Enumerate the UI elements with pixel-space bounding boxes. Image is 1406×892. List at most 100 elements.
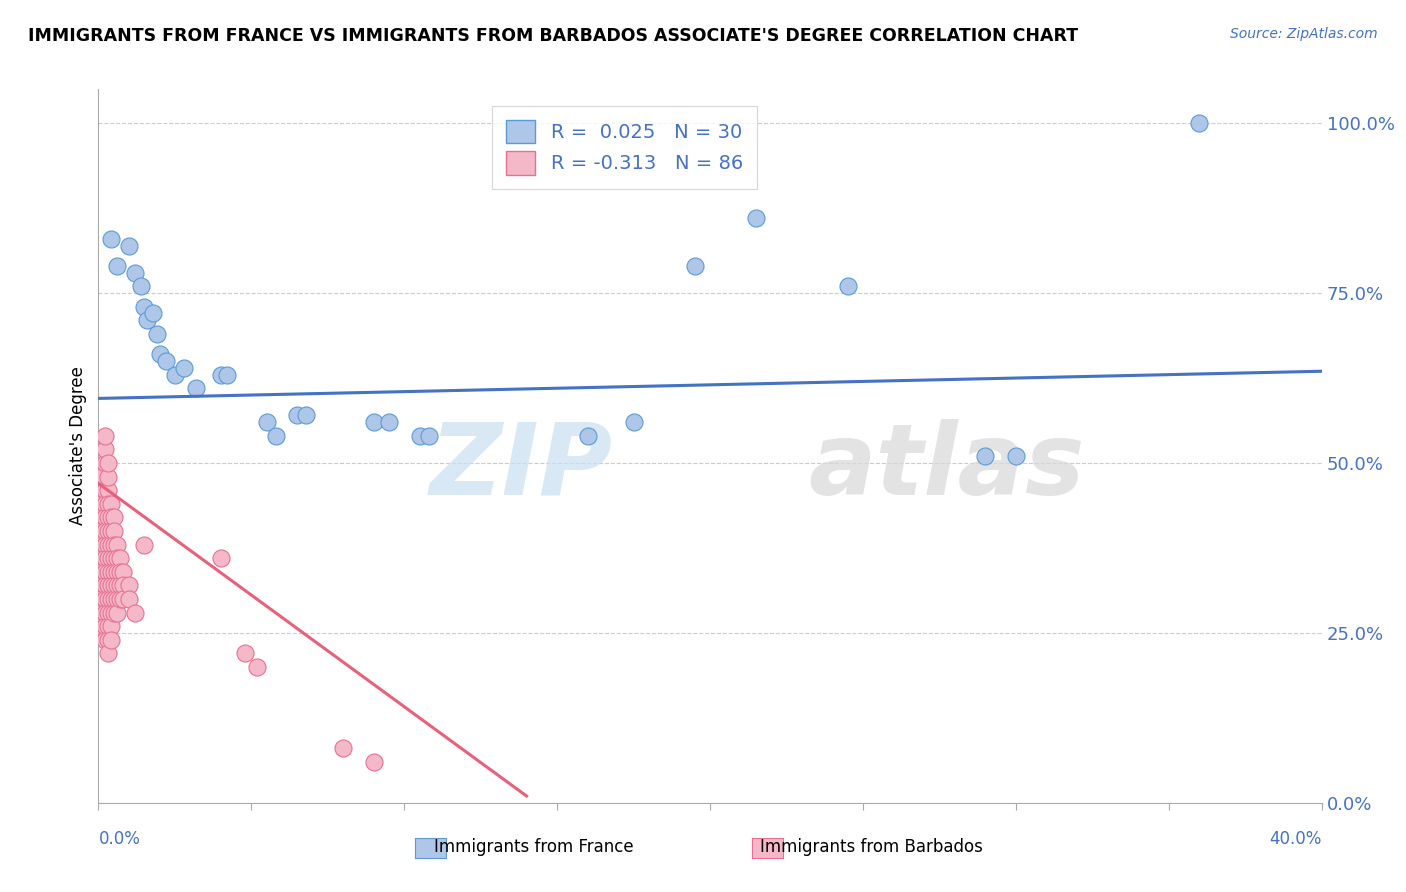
Point [105, 578, 128, 592]
Point [136, 313, 159, 327]
Point [100, 524, 122, 538]
Point [363, 755, 385, 769]
Point [285, 409, 308, 423]
Text: IMMIGRANTS FROM FRANCE VS IMMIGRANTS FROM BARBADOS ASSOCIATE'S DEGREE CORRELATIO: IMMIGRANTS FROM FRANCE VS IMMIGRANTS FRO… [28, 27, 1078, 45]
Point [93, 483, 115, 498]
Point [246, 660, 269, 674]
Point [97, 646, 120, 660]
Point [93, 510, 115, 524]
Point [974, 449, 997, 463]
Point [103, 578, 125, 592]
Point [97, 551, 120, 566]
Point [209, 551, 232, 566]
Point [93, 632, 115, 647]
Point [103, 591, 125, 606]
Text: ZIP: ZIP [429, 419, 612, 516]
Point [163, 368, 186, 382]
Point [100, 619, 122, 633]
Point [149, 347, 172, 361]
Point [97, 565, 120, 579]
Point [97, 578, 120, 592]
Point [90, 537, 112, 551]
Point [111, 578, 134, 592]
Point [142, 306, 165, 320]
Point [118, 591, 141, 606]
Point [418, 429, 440, 443]
Point [623, 415, 645, 429]
Point [118, 578, 141, 592]
Point [93, 591, 115, 606]
Point [100, 565, 122, 579]
Point [97, 456, 120, 470]
Point [124, 606, 146, 620]
Point [105, 565, 128, 579]
Point [103, 606, 125, 620]
Point [100, 510, 122, 524]
Point [105, 591, 128, 606]
Point [97, 537, 120, 551]
Point [576, 429, 599, 443]
Point [93, 456, 115, 470]
Point [93, 537, 115, 551]
Point [97, 469, 120, 483]
Point [90, 578, 112, 592]
Point [90, 619, 112, 633]
Point [105, 259, 128, 273]
Text: Source: ZipAtlas.com: Source: ZipAtlas.com [1230, 27, 1378, 41]
Point [90, 524, 112, 538]
Point [103, 565, 125, 579]
Text: 0.0%: 0.0% [98, 830, 141, 847]
Point [97, 619, 120, 633]
Point [97, 510, 120, 524]
Point [93, 606, 115, 620]
Point [103, 524, 125, 538]
Point [408, 429, 430, 443]
Point [683, 259, 706, 273]
Point [97, 497, 120, 511]
Point [103, 551, 125, 566]
Point [103, 537, 125, 551]
Point [93, 619, 115, 633]
Point [124, 266, 146, 280]
Point [93, 551, 115, 566]
Point [186, 381, 208, 395]
Point [745, 211, 768, 226]
Point [93, 429, 115, 443]
Point [90, 497, 112, 511]
Point [90, 483, 112, 498]
Text: Immigrants from Barbados: Immigrants from Barbados [761, 838, 983, 856]
Point [97, 483, 120, 498]
Point [233, 646, 256, 660]
Point [93, 497, 115, 511]
Point [105, 551, 128, 566]
Point [108, 565, 131, 579]
Text: Immigrants from France: Immigrants from France [434, 838, 634, 856]
Point [134, 300, 156, 314]
Point [97, 591, 120, 606]
Point [100, 591, 122, 606]
Point [256, 415, 278, 429]
Point [97, 524, 120, 538]
Text: atlas: atlas [808, 419, 1084, 516]
Point [93, 578, 115, 592]
Point [215, 368, 238, 382]
Point [332, 741, 354, 756]
Point [90, 551, 112, 566]
Point [1188, 116, 1211, 130]
Point [118, 238, 141, 252]
Point [93, 524, 115, 538]
Text: 40.0%: 40.0% [1270, 830, 1322, 847]
Point [90, 606, 112, 620]
Point [90, 510, 112, 524]
Point [100, 632, 122, 647]
Point [108, 578, 131, 592]
Point [1004, 449, 1026, 463]
Point [97, 632, 120, 647]
Point [90, 463, 112, 477]
Point [93, 565, 115, 579]
Point [97, 606, 120, 620]
Point [837, 279, 859, 293]
Point [264, 429, 287, 443]
Point [105, 537, 128, 551]
Point [105, 606, 128, 620]
